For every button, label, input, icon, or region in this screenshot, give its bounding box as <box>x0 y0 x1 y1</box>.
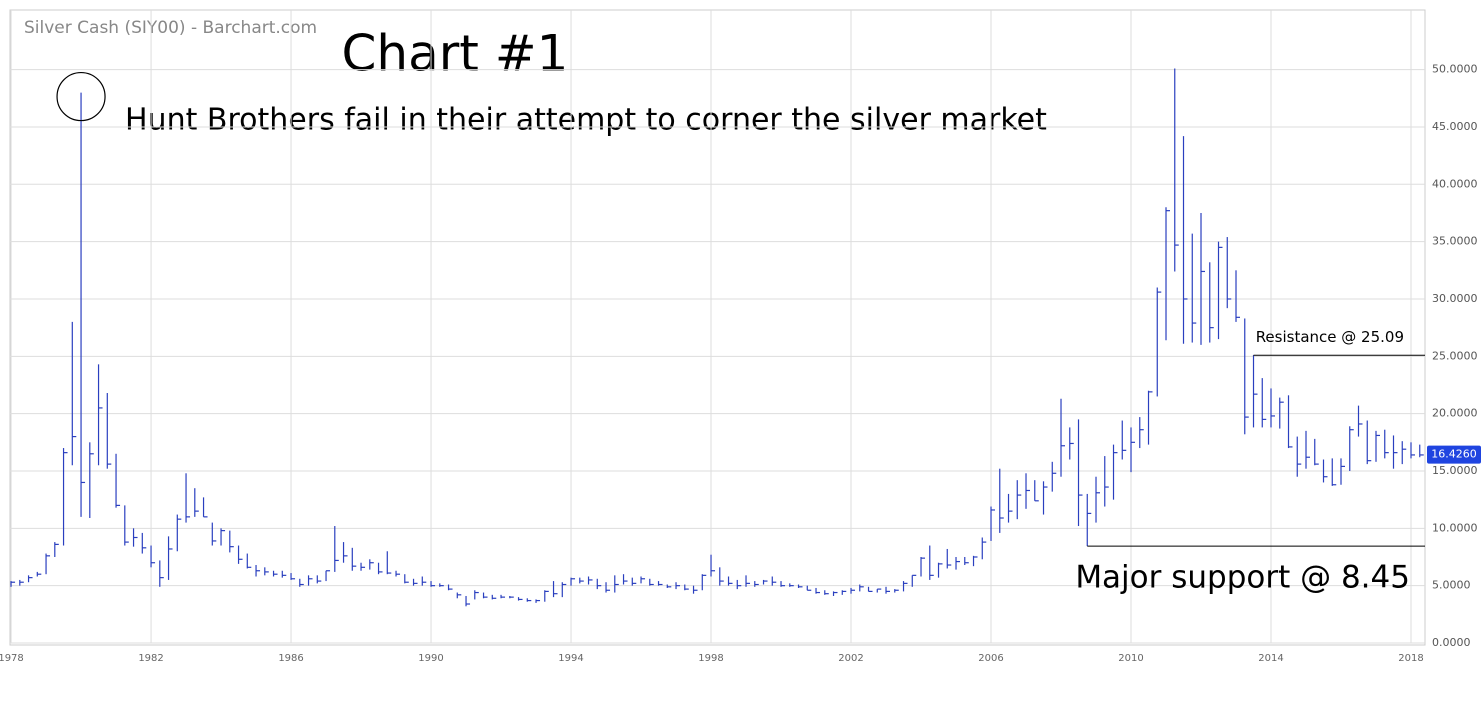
x-tick-label: 1994 <box>558 653 583 664</box>
y-tick-label: 35.0000 <box>1432 235 1478 248</box>
x-tick-label: 1990 <box>418 653 443 664</box>
x-tick-label: 1986 <box>278 653 303 664</box>
x-tick-label: 2006 <box>978 653 1003 664</box>
resistance-label: Resistance @ 25.09 <box>1256 328 1404 346</box>
last-price-badge <box>1427 445 1481 464</box>
x-tick-label: 2010 <box>1118 653 1143 664</box>
y-tick-label: 5.0000 <box>1432 579 1471 592</box>
chart-title: Chart #1 <box>341 25 568 83</box>
y-tick-label: 25.0000 <box>1432 349 1478 362</box>
y-tick-label: 30.0000 <box>1432 292 1478 305</box>
x-tick-label: 1978 <box>0 653 24 664</box>
y-tick-label: 50.0000 <box>1432 63 1478 76</box>
y-tick-label: 10.0000 <box>1432 521 1478 534</box>
x-tick-label: 2018 <box>1398 653 1423 664</box>
support-label: Major support @ 8.45 <box>1075 560 1410 596</box>
x-tick-label: 1998 <box>698 653 723 664</box>
y-tick-label: 40.0000 <box>1432 177 1478 190</box>
source: Silver Cash (SIY00) - Barchart.com <box>24 18 317 38</box>
y-tick-label: 45.0000 <box>1432 120 1478 133</box>
plot-frame <box>9 9 1426 646</box>
y-tick-label: 15.0000 <box>1432 464 1478 477</box>
x-tick-label: 2002 <box>838 653 863 664</box>
x-tick-label: 1982 <box>138 653 163 664</box>
highlight-circle <box>56 71 106 122</box>
y-tick-label: 0.0000 <box>1432 636 1471 649</box>
annotation: Hunt Brothers fail in their attempt to c… <box>125 103 1047 138</box>
y-tick-label: 20.0000 <box>1432 407 1478 420</box>
last-price-label: 16.4260 <box>1431 448 1477 461</box>
x-tick-label: 2014 <box>1258 653 1283 664</box>
